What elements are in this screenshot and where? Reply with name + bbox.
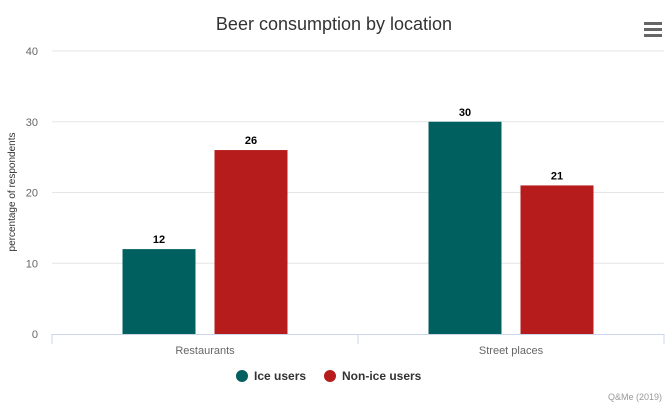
legend-marker: [324, 370, 336, 382]
y-tick-label: 20: [26, 188, 38, 200]
hamburger-menu-icon: [644, 22, 662, 37]
y-tick-label: 0: [32, 329, 38, 341]
x-axis-ticks: Restaurants Street places: [175, 345, 543, 357]
data-label: 30: [459, 107, 471, 119]
x-axis: [51, 334, 665, 344]
y-tick-label: 10: [26, 258, 38, 270]
data-label: 12: [153, 234, 165, 246]
bar-non-ice-users-restaurants[interactable]: [214, 150, 288, 334]
legend: Ice users Non-ice users: [236, 369, 422, 383]
y-tick-label: 30: [26, 117, 38, 129]
y-axis-label: percentage of respondents: [7, 133, 18, 252]
y-axis-ticks: 0 10 20 30 40: [26, 46, 38, 341]
bar-non-ice-users-street-places[interactable]: [520, 185, 594, 334]
legend-marker: [236, 370, 248, 382]
hamburger-menu-button[interactable]: [640, 16, 664, 40]
data-label: 21: [551, 170, 563, 182]
legend-item-non-ice-users[interactable]: Non-ice users: [324, 369, 422, 383]
bar-ice-users-restaurants[interactable]: [122, 249, 196, 334]
bars: [122, 121, 594, 334]
credits-text[interactable]: Q&Me (2019): [608, 392, 662, 402]
x-tick-label: Street places: [479, 345, 544, 357]
x-tick-label: Restaurants: [175, 345, 235, 357]
bar-ice-users-street-places[interactable]: [428, 121, 502, 334]
legend-label: Ice users: [254, 369, 306, 383]
chart-title: Beer consumption by location: [216, 14, 452, 34]
y-tick-label: 40: [26, 46, 38, 58]
legend-item-ice-users[interactable]: Ice users: [236, 369, 306, 383]
legend-label: Non-ice users: [342, 369, 422, 383]
data-label: 26: [245, 135, 257, 147]
data-labels: 12 26 30 21: [153, 107, 563, 246]
